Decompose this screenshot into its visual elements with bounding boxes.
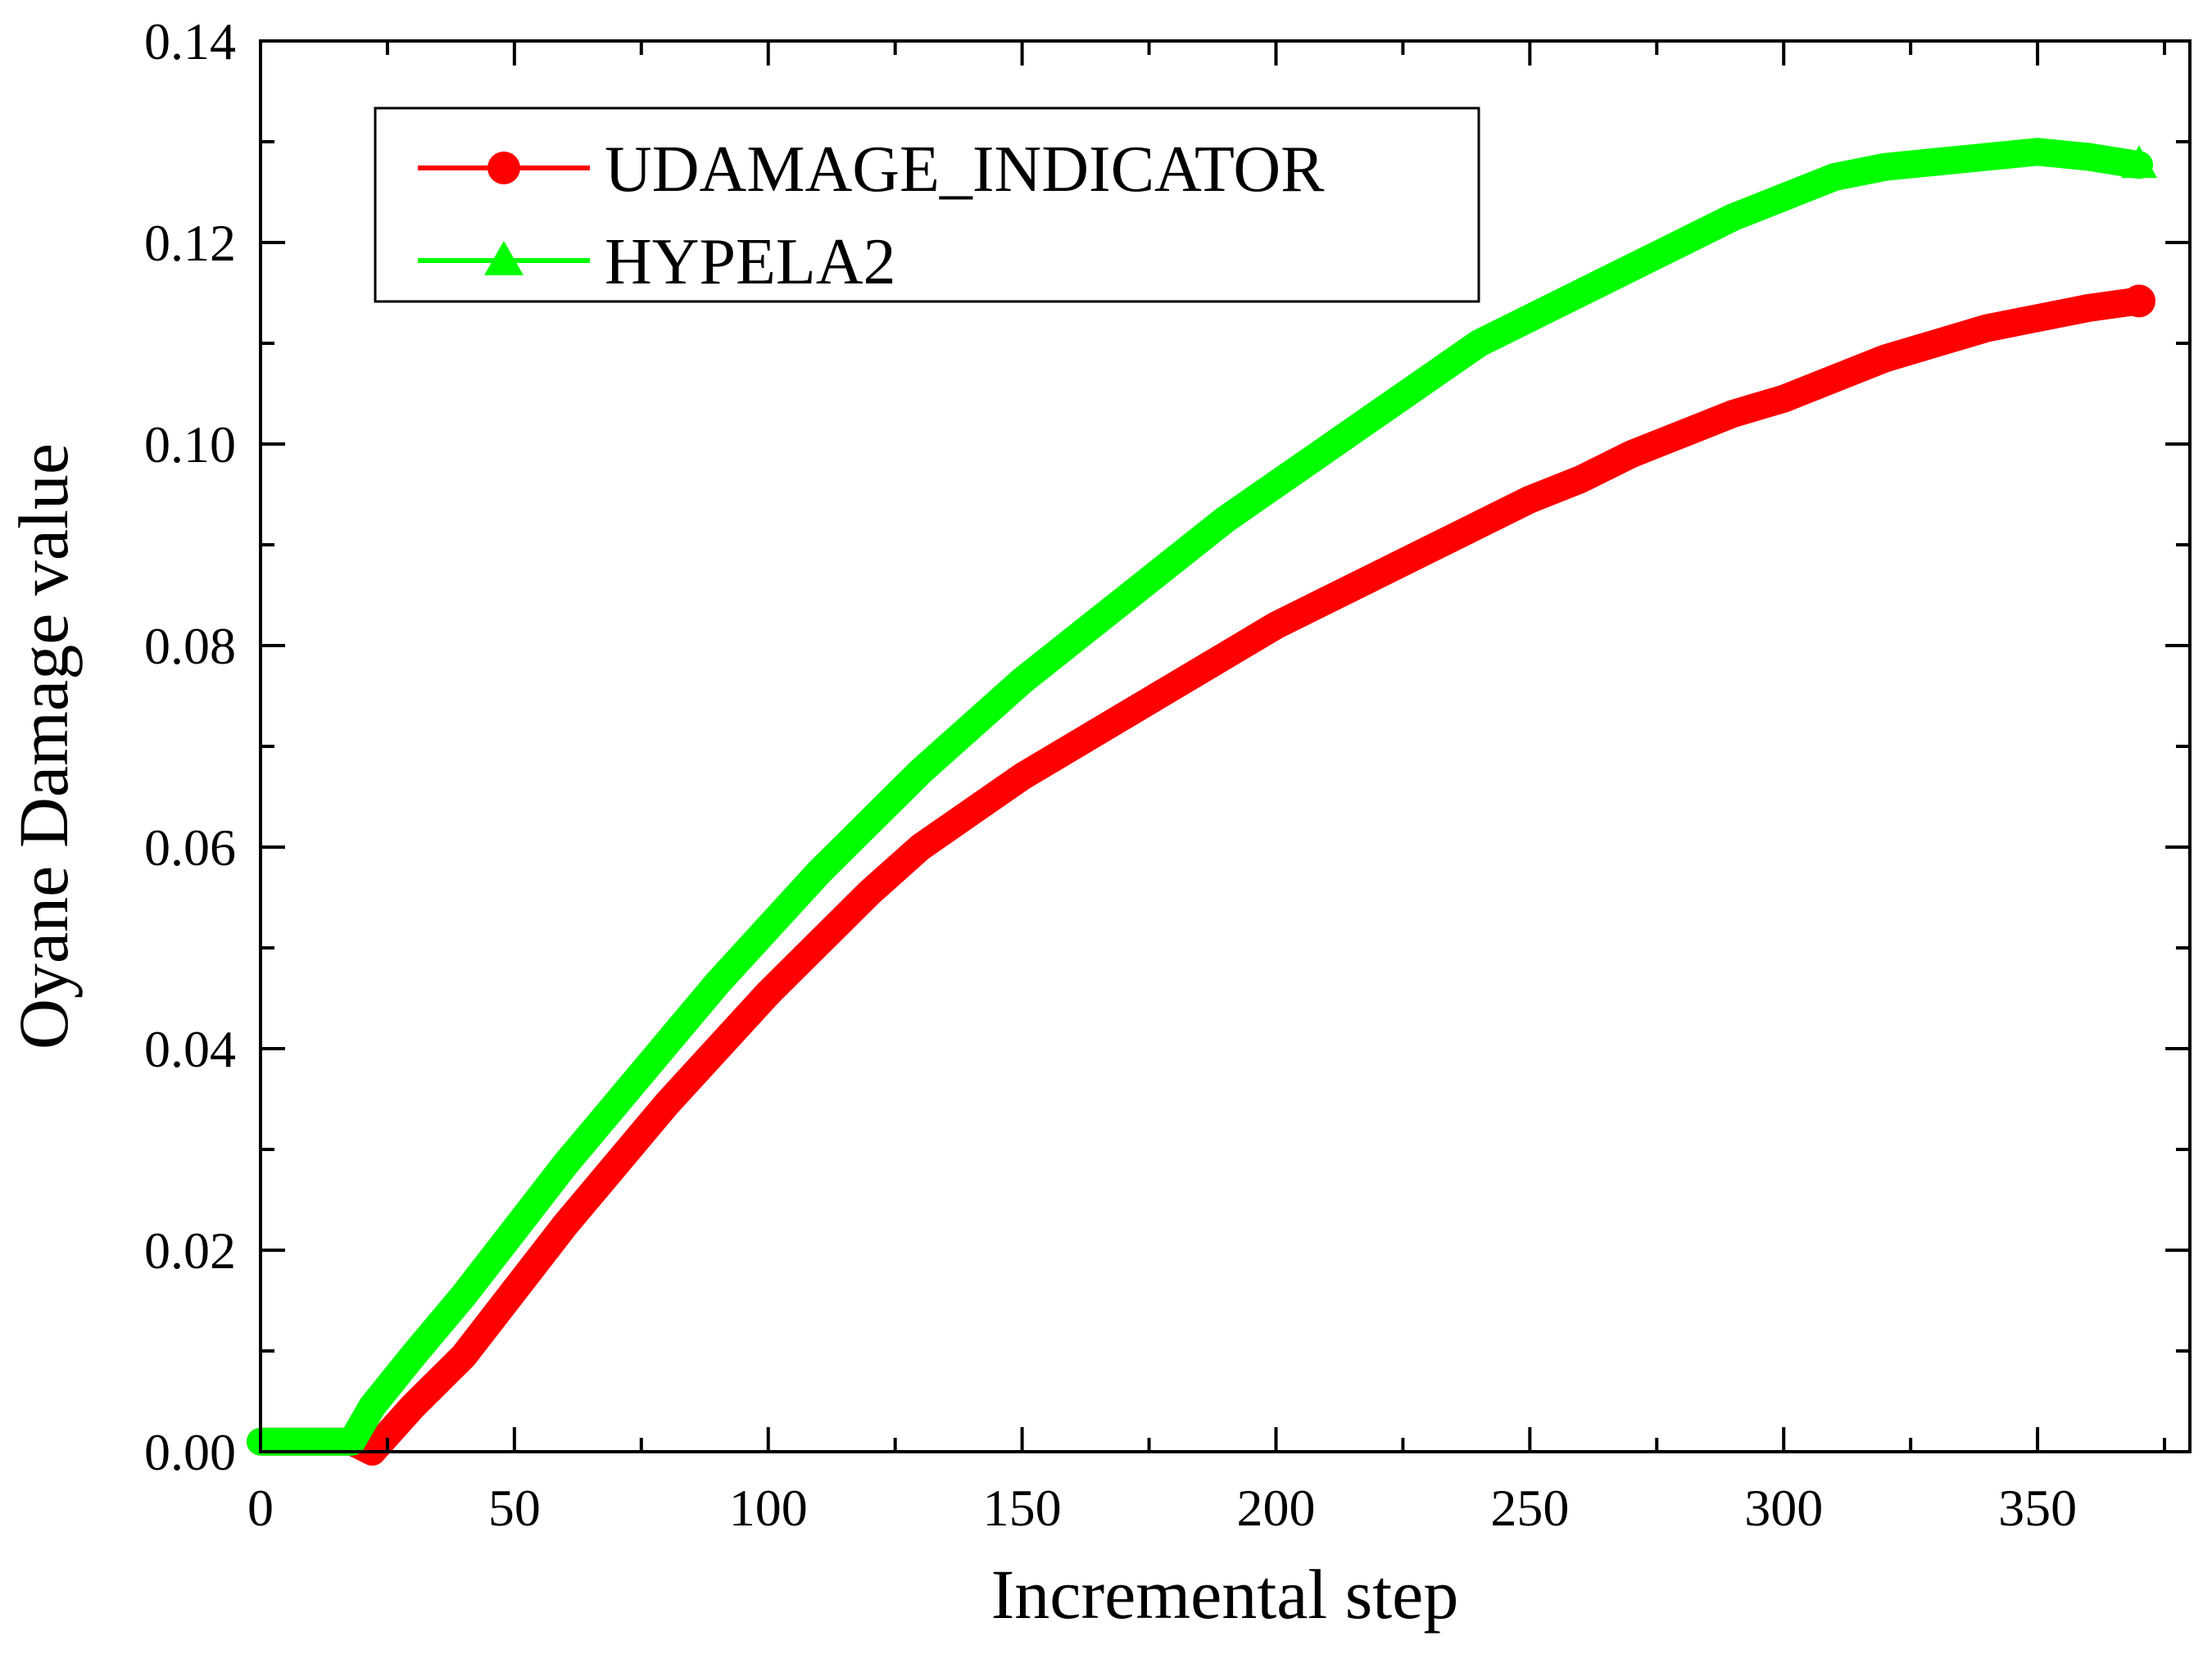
legend-marker-udamage-indicator	[487, 152, 520, 184]
tick-layer: 0 50 100 150 200 250 300 350 0.00 0.02 0.04 0.06 0.0…	[144, 12, 2190, 1537]
y-axis-label: Oyane Damage value	[4, 443, 83, 1049]
x-tick-label: 150	[983, 1479, 1062, 1537]
series-line-udamage-indicator	[247, 287, 2154, 1466]
legend-box	[374, 107, 1480, 303]
y-tick-label: 0.02	[144, 1222, 236, 1280]
x-tick-label: 200	[1236, 1479, 1315, 1537]
y-tick-label: 0.08	[144, 617, 236, 675]
y-tick-label: 0.04	[144, 1020, 236, 1078]
x-tick-label: 50	[488, 1479, 541, 1537]
x-tick-label: 100	[729, 1479, 808, 1537]
x-tick-label: 0	[247, 1479, 274, 1537]
series-layer	[247, 138, 2158, 1466]
legend-items: UDAMAGE_INDICATOR HYPELA2	[418, 134, 1325, 298]
y-tick-label: 0.06	[144, 818, 236, 877]
y-tick-label: 0.12	[144, 214, 236, 272]
x-tick-label: 250	[1490, 1479, 1569, 1537]
series-end-marker-hypela2	[2121, 145, 2158, 179]
series-end-marker-udamage-indicator	[2123, 284, 2156, 318]
legend: UDAMAGE_INDICATOR HYPELA2	[374, 107, 1480, 303]
legend-label-udamage-indicator: UDAMAGE_INDICATOR	[605, 134, 1325, 206]
x-tick-label: 350	[1998, 1479, 2077, 1537]
y-tick-label: 0.00	[144, 1423, 236, 1481]
legend-label-hypela2: HYPELA2	[605, 226, 896, 298]
y-tick-label: 0.10	[144, 415, 236, 474]
x-axis-label: Incremental step	[991, 1555, 1459, 1634]
legend-marker-hypela2	[484, 241, 524, 275]
series-line-hypela2	[247, 138, 2154, 1456]
x-tick-label: 300	[1744, 1479, 1823, 1537]
y-tick-label: 0.14	[144, 12, 236, 70]
